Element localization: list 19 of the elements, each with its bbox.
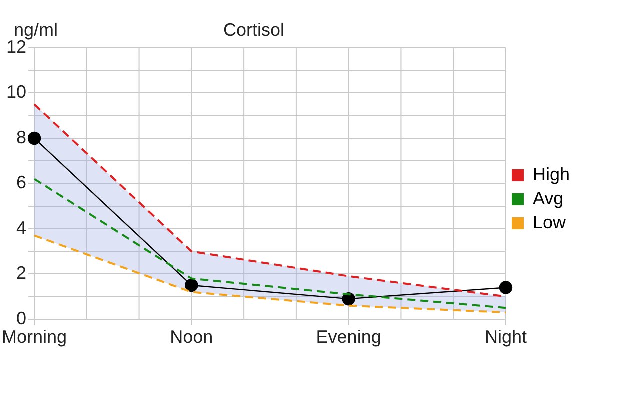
y-tick-label: 10 xyxy=(6,82,27,102)
point xyxy=(185,278,198,292)
y-axis-title: ng/ml xyxy=(14,20,58,40)
y-tick-label: 0 xyxy=(16,308,27,328)
x-tick-label: Evening xyxy=(316,327,382,348)
x-tick-label: Noon xyxy=(170,327,214,348)
x-tick-label: Night xyxy=(484,327,527,348)
legend-label: High xyxy=(532,164,570,184)
legend-label: Low xyxy=(532,212,567,232)
legend-label: Avg xyxy=(532,188,564,208)
y-tick-label: 8 xyxy=(16,127,27,148)
chart-title: Cortisol xyxy=(223,20,285,40)
y-tick-label: 6 xyxy=(16,172,27,193)
y-tick-label: 2 xyxy=(16,263,27,284)
x-tick-label: Morning xyxy=(2,327,68,348)
point xyxy=(342,292,356,306)
point xyxy=(28,132,42,146)
point xyxy=(499,281,513,294)
y-tick-label: 4 xyxy=(16,218,27,238)
